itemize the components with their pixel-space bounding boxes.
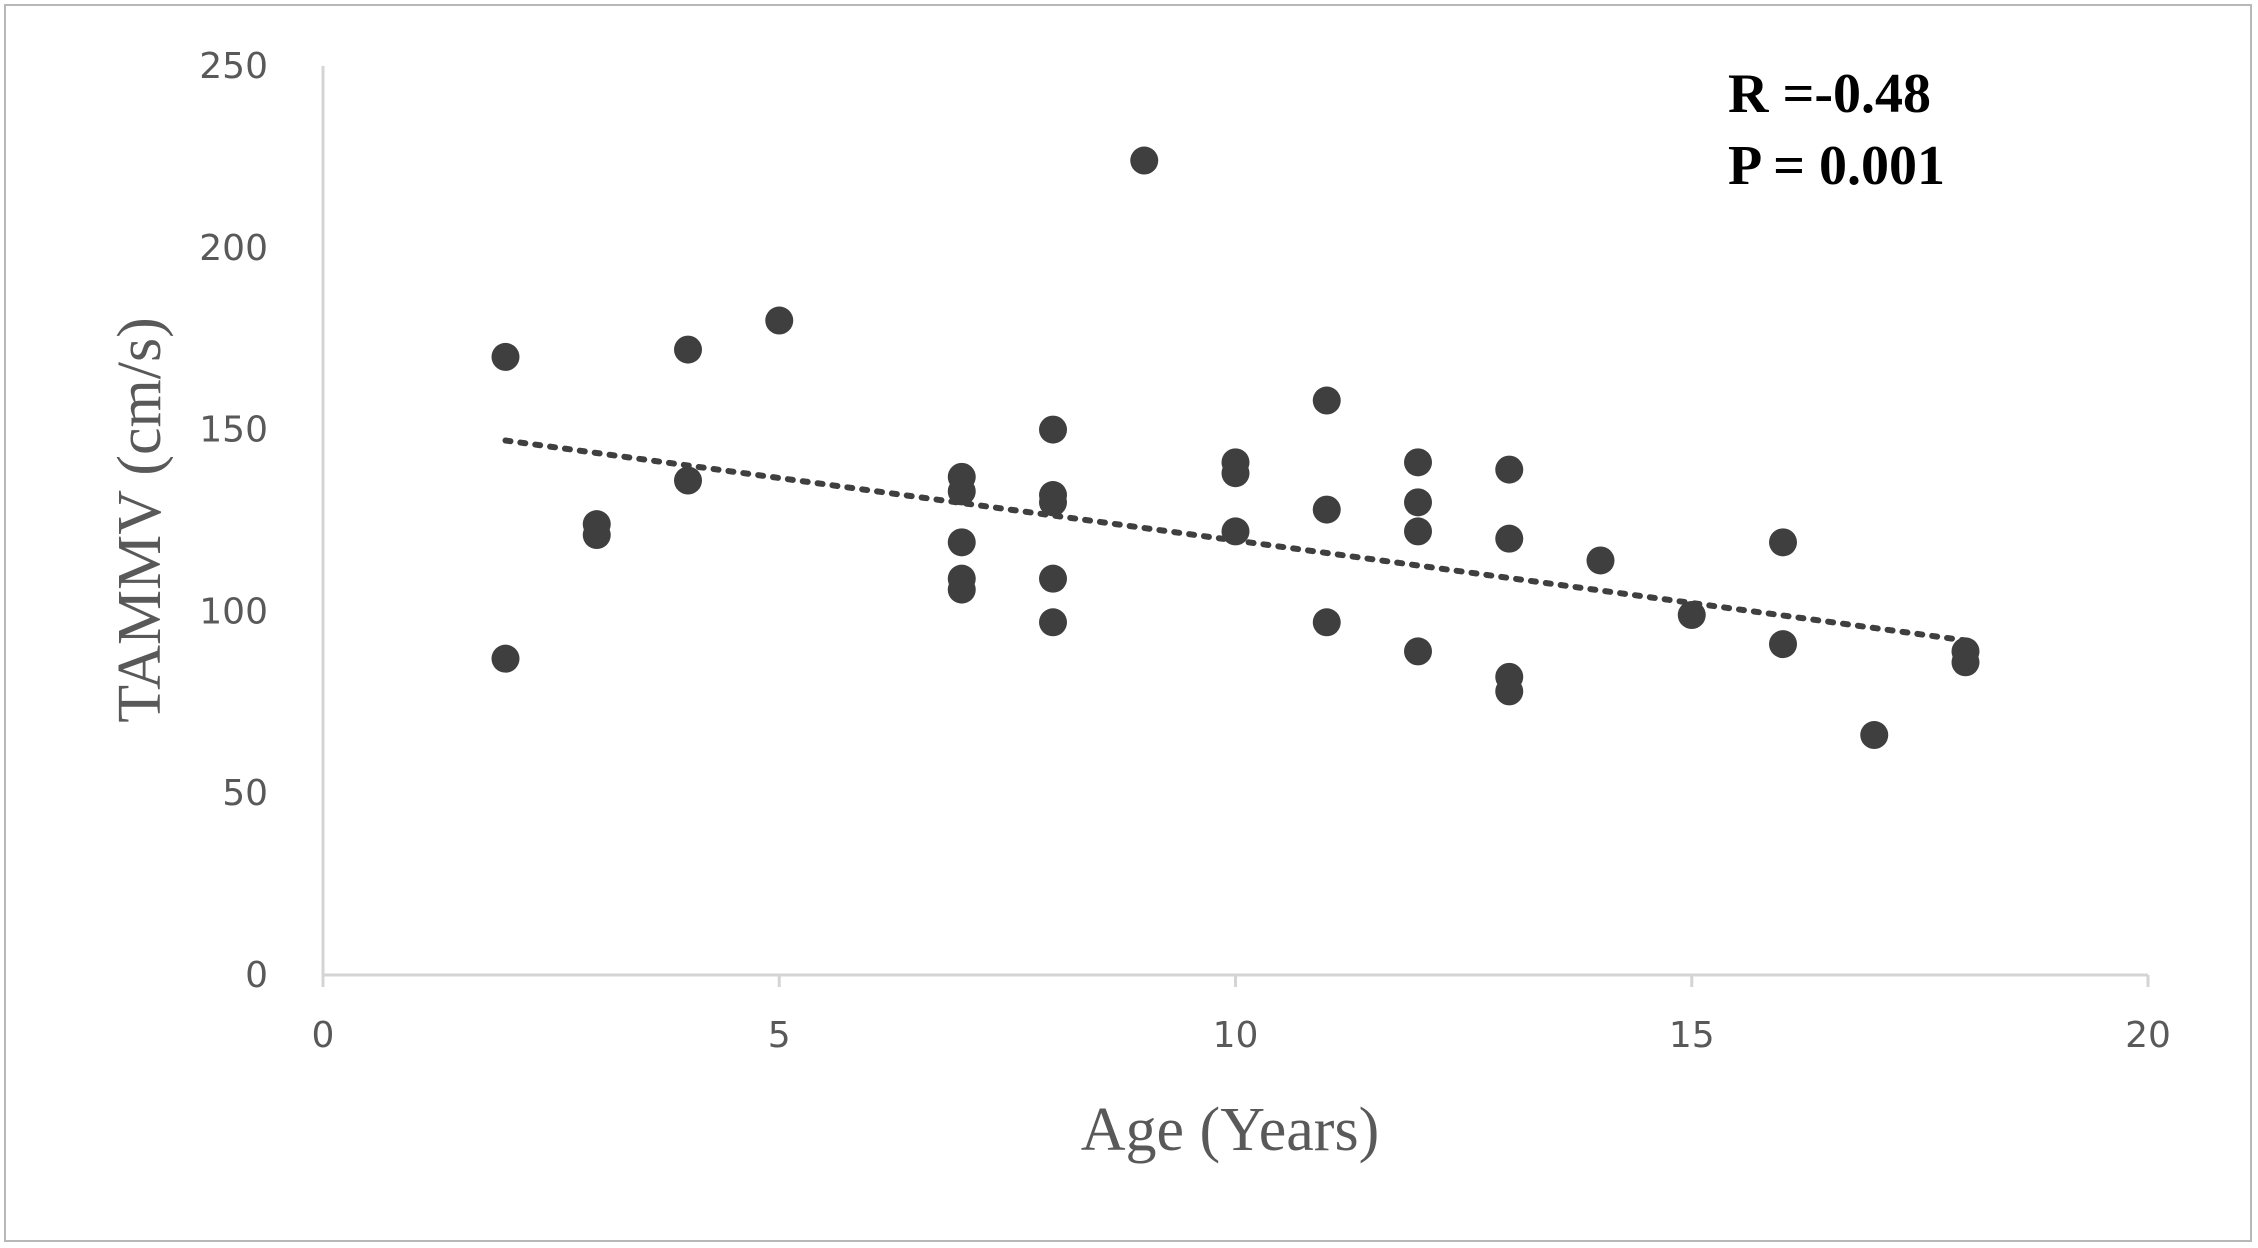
data-point xyxy=(1677,601,1706,630)
data-point xyxy=(1039,608,1067,637)
y-tick-label: 250 xyxy=(199,46,268,87)
data-point xyxy=(1951,648,1980,677)
data-point xyxy=(765,306,794,335)
data-point xyxy=(947,477,976,506)
y-tick-label: 150 xyxy=(199,410,268,451)
data-point xyxy=(1039,488,1067,517)
data-points xyxy=(491,146,1980,750)
data-point xyxy=(1860,721,1889,750)
axes xyxy=(321,66,2150,987)
data-point xyxy=(582,521,611,550)
x-tick-label: 0 xyxy=(312,1015,335,1056)
x-tick-labels: 0 5 10 15 20 xyxy=(312,1015,2171,1056)
data-point xyxy=(1312,495,1341,524)
data-point xyxy=(1221,517,1250,546)
data-point xyxy=(1130,146,1159,175)
x-tick-label: 20 xyxy=(2125,1015,2171,1056)
p-value-label: P = 0.001 xyxy=(1728,135,1945,197)
y-tick-label: 100 xyxy=(199,591,268,632)
data-point xyxy=(1404,488,1432,517)
data-point xyxy=(1312,608,1341,637)
correlation-r-label: R =-0.48 xyxy=(1728,63,1931,125)
x-tick-label: 15 xyxy=(1669,1015,1715,1056)
y-tick-label: 200 xyxy=(199,228,268,269)
y-axis-title: TAMMV (cm/s) xyxy=(106,317,174,722)
data-point xyxy=(1495,455,1524,484)
x-tick-label: 10 xyxy=(1213,1015,1259,1056)
x-axis-title: Age (Years) xyxy=(1081,1096,1379,1164)
data-point xyxy=(674,335,702,364)
data-point xyxy=(1495,524,1524,553)
y-tick-label: 0 xyxy=(245,955,268,996)
y-tick-label: 50 xyxy=(222,773,268,814)
data-point xyxy=(1495,677,1524,706)
data-point xyxy=(1039,415,1067,444)
x-tick-label: 5 xyxy=(768,1015,791,1056)
chart-frame xyxy=(4,4,2252,1242)
data-point xyxy=(947,528,976,557)
data-point xyxy=(491,644,520,673)
data-point xyxy=(1586,546,1615,575)
data-point xyxy=(1404,448,1432,477)
data-point xyxy=(1221,459,1250,488)
data-point xyxy=(1039,564,1067,593)
y-tick-labels: 0 50 100 150 200 250 xyxy=(199,46,268,996)
data-point xyxy=(491,342,520,371)
data-point xyxy=(1404,637,1432,666)
data-point xyxy=(674,466,702,495)
data-point xyxy=(1404,517,1432,546)
data-point xyxy=(1312,386,1341,415)
data-point xyxy=(947,575,976,604)
data-point xyxy=(1769,528,1797,557)
data-point xyxy=(1769,630,1797,659)
